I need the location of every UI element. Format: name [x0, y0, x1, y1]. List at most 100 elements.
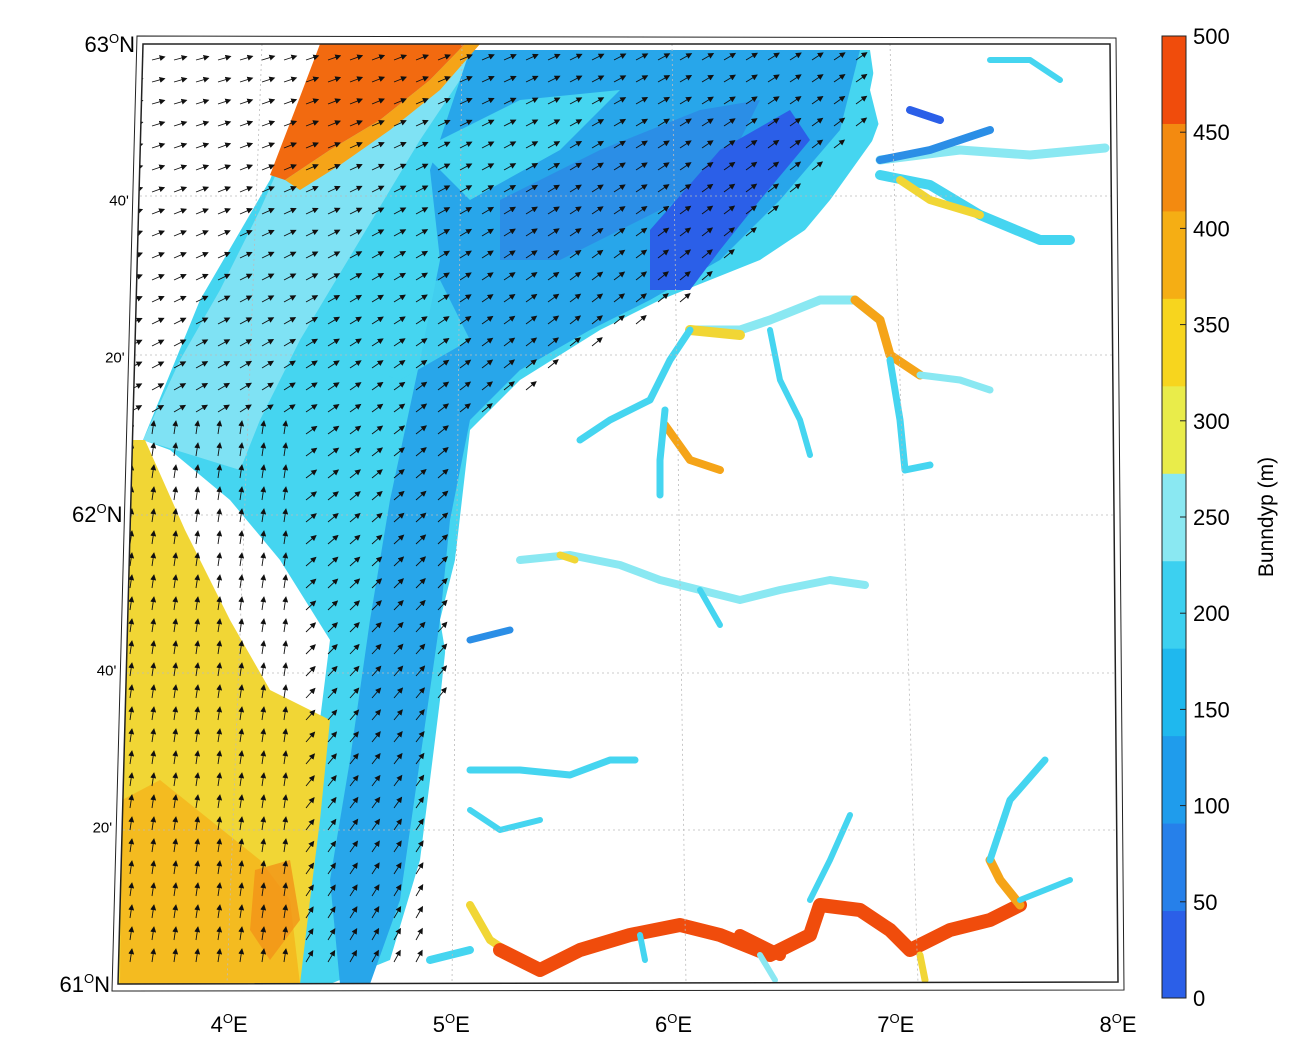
- current-arrow: [195, 120, 210, 127]
- current-arrow: [282, 596, 289, 611]
- current-arrow: [415, 709, 425, 721]
- current-arrow: [216, 552, 223, 567]
- current-arrow: [393, 687, 404, 699]
- current-arrow: [415, 774, 425, 787]
- current-arrow: [305, 622, 317, 633]
- current-arrow: [393, 927, 401, 941]
- current-arrow: [261, 164, 275, 171]
- current-arrow: [173, 76, 188, 83]
- current-arrow: [327, 775, 337, 787]
- current-arrow: [128, 684, 135, 699]
- current-arrow: [459, 403, 471, 413]
- current-arrow: [415, 163, 429, 171]
- current-arrow: [238, 684, 245, 699]
- current-arrow: [327, 142, 341, 149]
- current-arrow: [172, 618, 179, 633]
- current-arrow: [349, 818, 359, 831]
- current-arrow: [415, 643, 426, 655]
- current-arrow: [349, 578, 361, 589]
- current-arrow: [261, 404, 274, 413]
- current-arrow: [282, 838, 289, 853]
- current-arrow: [657, 162, 670, 171]
- current-arrow: [194, 640, 201, 655]
- current-arrow: [701, 227, 714, 237]
- current-arrow: [701, 249, 713, 259]
- current-arrow: [172, 860, 179, 875]
- current-arrow: [150, 904, 157, 919]
- current-arrow: [194, 838, 201, 853]
- current-arrow: [151, 230, 165, 237]
- latitude-label: 61ON: [60, 971, 111, 997]
- current-arrow: [283, 98, 298, 105]
- current-arrow: [657, 205, 670, 215]
- colorbar-tick-label: 50: [1193, 890, 1217, 915]
- current-arrow: [216, 508, 223, 523]
- current-arrow: [767, 96, 780, 105]
- current-arrow: [393, 752, 403, 765]
- current-arrow: [194, 816, 201, 831]
- current-arrow: [591, 184, 604, 193]
- current-arrow: [349, 316, 362, 325]
- current-arrow: [569, 53, 583, 61]
- current-arrow: [503, 228, 516, 237]
- current-arrow: [195, 98, 210, 105]
- current-arrow: [151, 186, 166, 193]
- current-arrow: [150, 772, 157, 787]
- colorbar-swatch: [1162, 560, 1186, 649]
- current-arrow: [459, 294, 472, 303]
- current-arrow: [173, 208, 188, 215]
- current-arrow: [195, 230, 209, 237]
- current-arrow: [217, 361, 231, 369]
- current-arrow: [282, 618, 289, 633]
- current-arrow: [437, 468, 449, 479]
- current-arrow: [239, 382, 252, 391]
- current-arrow: [305, 491, 318, 501]
- current-arrow: [503, 315, 516, 325]
- current-arrow: [789, 74, 802, 83]
- current-arrow: [217, 251, 231, 259]
- current-arrow: [173, 98, 188, 105]
- current-arrow: [282, 464, 289, 479]
- current-arrow: [150, 816, 157, 831]
- current-arrow: [371, 294, 384, 303]
- current-arrow: [657, 271, 669, 281]
- current-arrow: [569, 271, 582, 281]
- current-arrow: [635, 205, 648, 215]
- current-arrow: [305, 753, 316, 765]
- current-arrow: [260, 816, 267, 831]
- current-arrow: [393, 774, 403, 787]
- current-arrow: [261, 273, 275, 281]
- current-arrow: [415, 425, 427, 435]
- current-arrow: [481, 206, 495, 215]
- longitude-label: 5OE: [433, 1011, 470, 1037]
- current-arrow: [393, 185, 407, 193]
- current-arrow: [833, 117, 846, 127]
- current-arrow: [305, 534, 317, 545]
- current-arrow: [305, 76, 320, 83]
- current-arrow: [305, 513, 317, 523]
- current-arrow: [415, 207, 429, 215]
- current-arrow: [327, 447, 340, 457]
- current-arrow: [239, 76, 254, 83]
- current-arrow: [481, 163, 495, 171]
- current-arrow: [172, 772, 179, 787]
- current-arrow: [327, 949, 336, 963]
- current-arrow: [150, 948, 157, 963]
- current-arrow: [459, 141, 473, 149]
- current-arrow: [371, 556, 383, 567]
- current-arrow: [128, 552, 135, 567]
- current-arrow: [437, 556, 448, 567]
- current-arrow: [173, 164, 188, 171]
- current-arrow: [327, 884, 336, 897]
- current-arrow: [239, 317, 253, 325]
- current-arrow: [261, 251, 275, 259]
- current-arrow: [789, 117, 802, 127]
- current-arrow: [128, 816, 135, 831]
- current-arrow: [327, 229, 341, 237]
- current-arrow: [305, 687, 316, 699]
- current-arrow: [349, 687, 360, 699]
- current-arrow: [371, 229, 385, 237]
- current-arrow: [172, 904, 179, 919]
- current-arrow: [327, 54, 342, 61]
- current-arrow: [525, 293, 538, 303]
